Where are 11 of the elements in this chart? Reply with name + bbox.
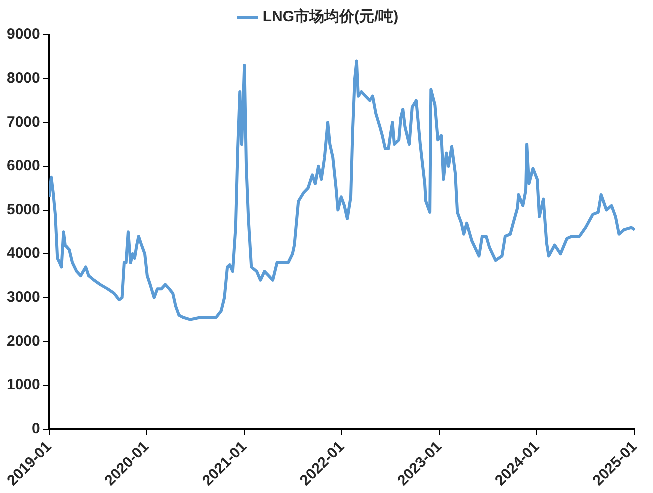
y-tick-label: 9000 [6,26,40,44]
y-tick-label: 1000 [6,376,40,394]
y-tick-label: 7000 [6,114,40,131]
legend-label: LNG市场均价(元/吨) [262,8,399,26]
y-tick-label: 6000 [6,158,40,175]
y-tick-label: 8000 [6,70,40,87]
y-tick-label: 4000 [6,245,40,262]
y-tick-label: 2000 [6,332,40,350]
y-tick-label: 0 [32,420,40,438]
y-tick-label: 5000 [6,201,40,218]
y-tick-label: 3000 [6,289,40,306]
